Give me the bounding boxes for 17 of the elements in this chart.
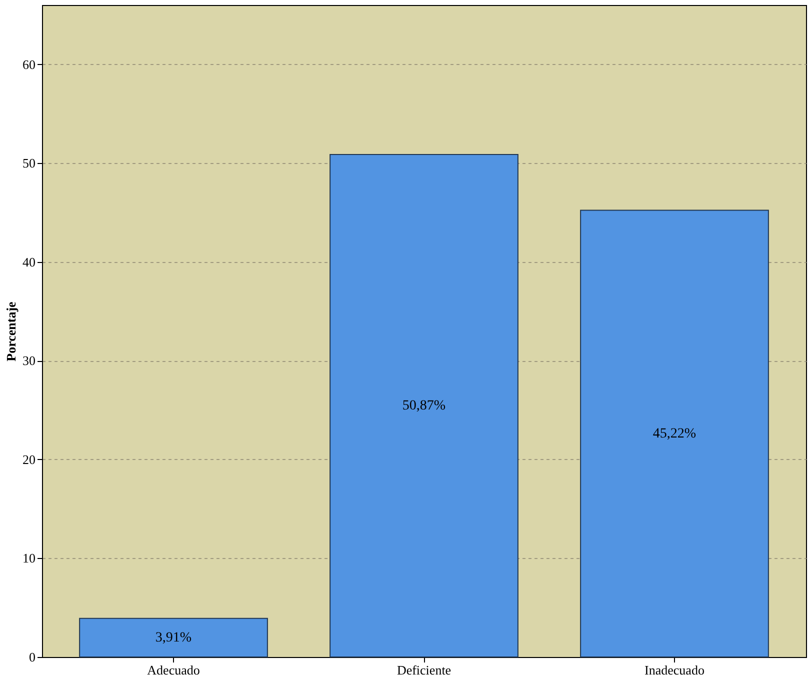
y-tick-label: 40 — [22, 254, 36, 270]
bar — [330, 154, 518, 658]
data-label: 50,87% — [402, 398, 446, 414]
y-tick-label: 0 — [29, 650, 36, 664]
y-tick-label: 30 — [22, 353, 36, 368]
y-tick-label: 50 — [22, 156, 36, 171]
y-tick-label: 10 — [22, 550, 36, 566]
x-tick-label: Adecuado — [147, 662, 200, 678]
y-axis-title: Porcentaje — [4, 301, 18, 362]
bar — [580, 210, 769, 658]
y-tick-label: 60 — [22, 56, 36, 72]
data-label: 45,22% — [652, 426, 696, 442]
bar — [79, 618, 268, 658]
data-label: 3,91% — [155, 630, 192, 646]
x-tick-label: Deficiente — [396, 662, 452, 678]
y-tick-label: 20 — [22, 452, 36, 467]
x-tick-label: Inadecuado — [644, 662, 704, 678]
